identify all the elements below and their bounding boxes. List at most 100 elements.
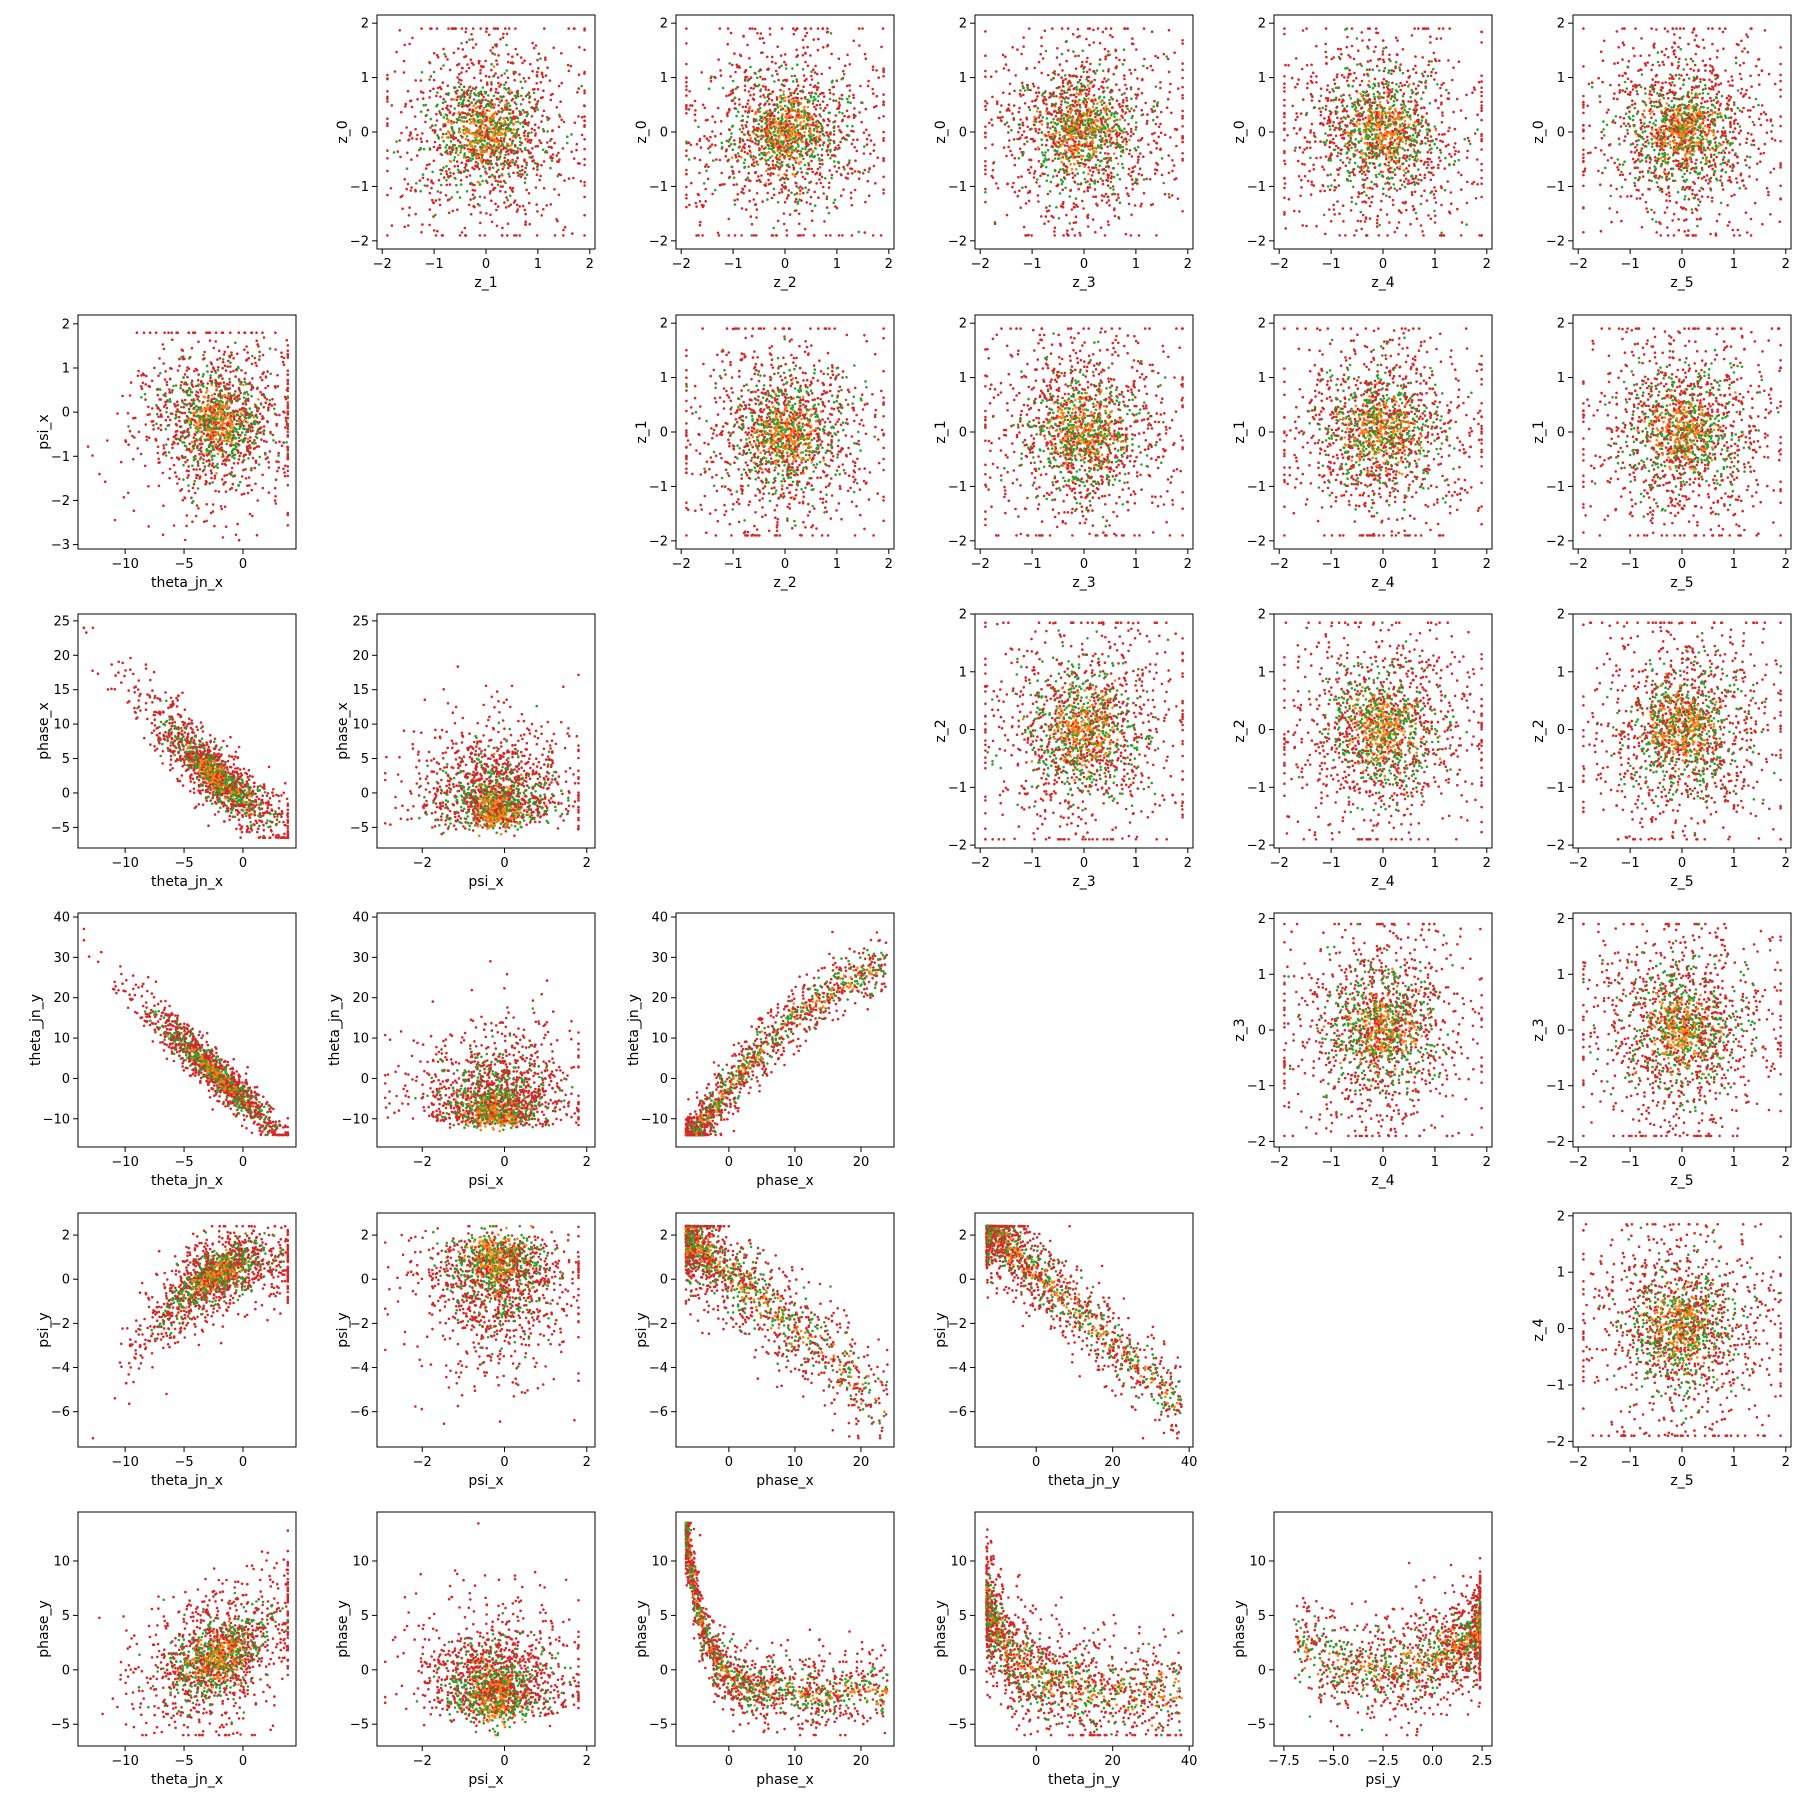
scatter-point-red: [1170, 194, 1174, 197]
scatter-point-red: [419, 79, 423, 82]
scatter-point-red: [758, 37, 762, 40]
scatter-point-red: [798, 222, 801, 226]
scatter-point-red: [1077, 187, 1080, 191]
scatter-point-red: [1127, 167, 1131, 171]
scatter-point-red: [1149, 203, 1153, 207]
scatter-point-orange: [1074, 124, 1077, 127]
scatter-point-green: [546, 130, 549, 133]
scatter-point-red: [1125, 104, 1128, 108]
scatter-point-green: [478, 121, 481, 124]
scatter-point-red: [853, 170, 857, 173]
scatter-point-green: [1010, 128, 1013, 132]
scatter-point-green: [505, 43, 508, 47]
scatter-point-red: [496, 27, 500, 30]
scatter-point-green: [465, 190, 469, 193]
scatter-point-green: [474, 93, 478, 97]
scatter-point-orange: [1078, 92, 1082, 96]
scatter-point-red: [430, 186, 433, 190]
scatter-point-red: [725, 112, 729, 115]
scatter-point-green: [754, 72, 757, 75]
scatter-point-orange: [779, 104, 782, 108]
scatter-point-green: [419, 189, 422, 193]
scatter-point-red: [1439, 139, 1442, 143]
scatter-point-green: [472, 197, 475, 200]
scatter-point-red: [788, 165, 791, 169]
y-tick-label: 0: [361, 126, 369, 141]
scatter-point-green: [465, 144, 469, 148]
scatter-point-red: [747, 145, 751, 148]
scatter-point-red: [415, 154, 419, 157]
scatter-point-red: [386, 77, 389, 81]
scatter-point-red: [791, 27, 795, 30]
scatter-point-red: [783, 53, 787, 56]
scatter-point-green: [526, 132, 530, 135]
scatter-point-red: [518, 205, 521, 208]
scatter-point-green: [767, 93, 770, 97]
scatter-point-green: [786, 146, 789, 149]
scatter-point-red: [693, 156, 696, 160]
scatter-point-green: [482, 144, 485, 147]
x-tick-label: 1: [833, 257, 841, 272]
scatter-point-red: [1019, 136, 1022, 139]
scatter-point-red: [726, 42, 729, 46]
scatter-point-red: [1120, 114, 1123, 118]
scatter-point-orange: [1076, 159, 1079, 163]
scatter-point-red: [506, 149, 510, 153]
scatter-point-red: [557, 84, 561, 88]
scatter-point-red: [743, 88, 747, 92]
scatter-point-red: [436, 148, 439, 151]
scatter-point-red: [471, 188, 475, 192]
scatter-point-red: [826, 117, 830, 121]
scatter-point-orange: [525, 137, 529, 141]
scatter-point-red: [795, 48, 798, 52]
scatter-point-orange: [790, 101, 794, 104]
scatter-point-red: [441, 132, 445, 136]
scatter-point-red: [1142, 191, 1146, 195]
scatter-point-red: [809, 202, 812, 206]
y-tick-label: −1: [948, 180, 967, 195]
scatter-point-orange: [474, 106, 478, 110]
scatter-point-red: [470, 89, 473, 93]
scatter-point-red: [711, 115, 714, 118]
scatter-point-green: [444, 113, 448, 116]
scatter-point-red: [1159, 148, 1162, 151]
scatter-point-green: [500, 95, 503, 99]
scatter-point-green: [801, 147, 804, 150]
scatter-point-green: [1093, 130, 1096, 133]
scatter-point-red: [549, 155, 553, 158]
scatter-point-green: [1393, 168, 1396, 171]
y-tick-label: −2: [350, 234, 369, 249]
scatter-point-red: [741, 105, 745, 109]
scatter-point-red: [1055, 144, 1058, 148]
scatter-point-red: [512, 72, 516, 76]
scatter-point-red: [860, 120, 863, 124]
scatter-point-green: [1106, 123, 1109, 126]
scatter-point-red: [527, 121, 531, 124]
scatter-point-red: [513, 78, 516, 82]
scatter-point-red: [740, 124, 744, 127]
scatter-point-red: [523, 159, 526, 163]
scatter-point-red: [451, 209, 455, 213]
scatter-point-red: [1052, 216, 1055, 219]
scatter-point-red: [1154, 54, 1157, 58]
scatter-point-red: [771, 121, 775, 124]
scatter-point-red: [1174, 177, 1178, 180]
scatter-point-orange: [802, 120, 806, 123]
scatter-point-red: [851, 172, 854, 175]
scatter-point-red: [1135, 48, 1138, 51]
scatter-point-red: [1056, 47, 1059, 50]
scatter-point-red: [1057, 153, 1061, 157]
scatter-point-orange: [1102, 140, 1106, 143]
scatter-point-red: [821, 162, 824, 166]
scatter-point-red: [1022, 225, 1026, 229]
scatter-point-green: [1084, 137, 1088, 141]
scatter-point-green: [836, 147, 839, 151]
scatter-point-red: [810, 123, 814, 127]
scatter-point-green: [489, 162, 493, 165]
scatter-point-red: [779, 54, 783, 57]
scatter-point-red: [507, 205, 511, 208]
scatter-point-red: [1072, 104, 1075, 108]
scatter-point-red: [1137, 155, 1140, 159]
scatter-point-red: [1029, 137, 1033, 141]
scatter-point-green: [1077, 151, 1080, 155]
